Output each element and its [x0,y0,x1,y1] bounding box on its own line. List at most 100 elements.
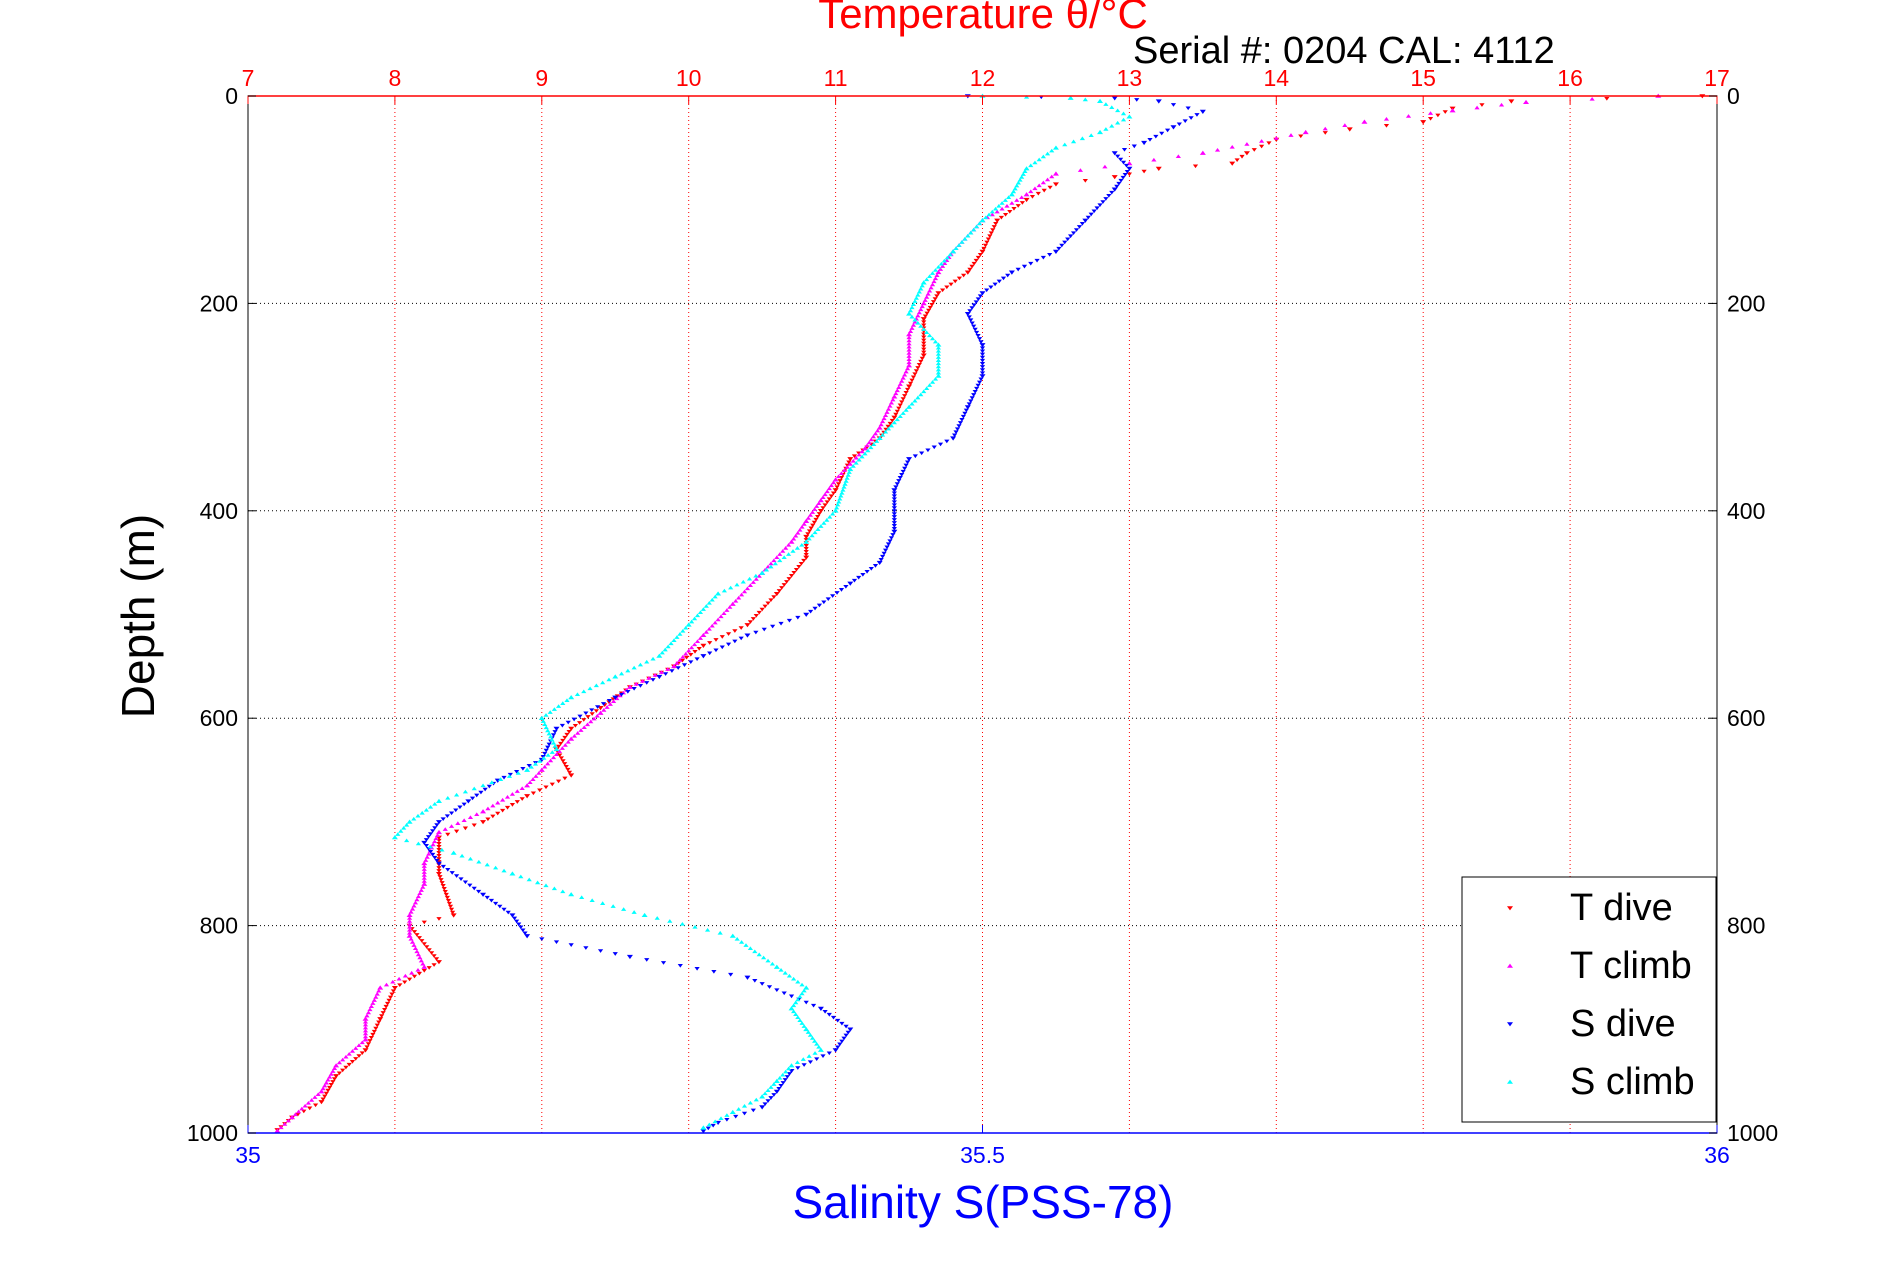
interpolated-point [929,336,936,341]
legend-entries: T dive T climb S dive S climb [1507,887,1695,1103]
interpolated-point [981,246,987,251]
interpolated-point [549,750,555,754]
interpolated-point [469,796,476,801]
interpolated-point [971,303,977,307]
interpolated-point [975,255,981,260]
interpolated-point [654,916,660,920]
interpolated-point [801,1024,807,1028]
interpolated-point [677,658,683,662]
interpolated-point [935,355,942,359]
interpolated-point [750,617,756,621]
interpolated-point [743,943,749,947]
interpolated-point [800,1057,806,1061]
interpolated-point [793,533,799,538]
interpolated-point [918,286,924,291]
interpolated-point [467,856,474,861]
interpolated-point [546,742,552,747]
data-point [450,850,457,855]
interpolated-point [575,731,581,735]
interpolated-point [903,463,909,468]
interpolated-point [677,964,683,968]
interpolated-point [584,722,591,727]
interpolated-point [1405,114,1412,118]
interpolated-point [761,955,767,960]
interpolated-point [462,789,469,794]
interpolated-point [692,649,698,654]
interpolated-point [397,983,403,988]
interpolated-point [560,738,566,743]
legend-marker [1507,906,1513,911]
interpolated-point [402,973,408,978]
interpolated-point [888,536,895,540]
interpolated-point [1010,189,1017,194]
interpolated-point [822,503,828,507]
data-point [803,985,810,990]
interpolated-point [423,844,429,848]
interpolated-point [484,862,490,867]
interpolated-point [553,940,560,944]
interpolated-point [421,873,427,877]
interpolated-point [942,261,948,265]
interpolated-point [1123,163,1130,168]
interpolated-point [1047,185,1053,190]
interpolated-point [453,829,460,834]
interpolated-point [747,1100,753,1105]
interpolated-point [756,610,762,615]
interpolated-point [1383,116,1390,121]
interpolated-point [1239,154,1245,159]
interpolated-point [770,624,776,629]
interpolated-point [458,877,464,882]
interpolated-point [545,728,551,733]
data-point [979,291,986,296]
legend-label: T climb [1570,945,1692,987]
interpolated-point [935,370,942,375]
interpolated-point [793,1000,799,1005]
interpolated-point [753,1097,759,1102]
interpolated-point [734,937,740,941]
interpolated-point [979,361,986,366]
interpolated-point [548,758,554,763]
interpolated-point [480,783,486,788]
interpolated-point [331,1066,338,1071]
interpolated-point [419,939,425,943]
interpolated-point [618,671,625,676]
interpolated-point [1109,190,1115,195]
data-point [553,746,560,752]
interpolated-point [776,589,782,593]
interpolated-point [559,746,565,750]
interpolated-point [930,300,937,304]
interpolated-point [471,823,477,828]
interpolated-point [444,814,450,819]
interpolated-point [432,855,438,860]
interpolated-point [703,630,709,634]
interpolated-point [436,866,442,870]
data-point [524,794,531,799]
interpolated-point [888,400,895,405]
interpolated-point [595,705,601,709]
interpolated-point [786,577,792,581]
data-point [817,1047,824,1052]
interpolated-point [756,952,762,957]
interpolated-point [961,273,967,278]
data-point [964,311,971,317]
interpolated-point [552,744,558,748]
interpolated-point [878,557,884,562]
interpolated-point [769,961,776,966]
interpolated-point [913,369,919,373]
interpolated-point [396,976,402,981]
top-tick-label: 12 [970,65,996,91]
interpolated-point [459,853,465,858]
interpolated-point [601,708,607,712]
interpolated-point [1120,117,1127,122]
interpolated-point [448,907,455,912]
interpolated-point [810,1003,817,1008]
interpolated-point [434,823,440,827]
data-point [817,1006,824,1011]
interpolated-point [556,749,563,753]
data-point [1141,140,1148,146]
interpolated-point [785,552,792,556]
interpolated-point [1120,160,1127,165]
interpolated-point [511,916,518,921]
interpolated-point [1141,169,1147,174]
interpolated-point [1040,255,1046,260]
